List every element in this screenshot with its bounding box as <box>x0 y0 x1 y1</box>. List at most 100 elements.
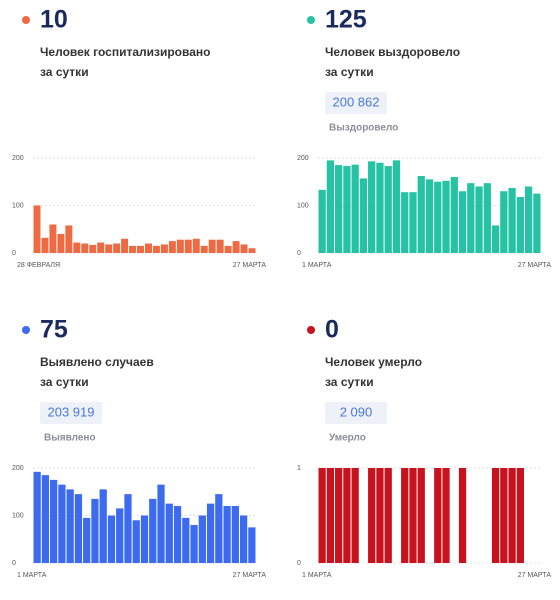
bar <box>176 239 184 253</box>
bar <box>41 237 49 253</box>
bar <box>57 234 65 253</box>
bar <box>491 468 500 563</box>
bar <box>359 178 368 253</box>
y-tick-label: 100 <box>297 202 309 209</box>
bar <box>99 489 107 563</box>
bar <box>107 515 116 563</box>
bar <box>335 165 343 253</box>
bar <box>215 494 223 563</box>
bar <box>140 515 149 563</box>
bar <box>508 187 516 253</box>
bar <box>116 508 124 563</box>
bar <box>216 239 224 253</box>
bar <box>450 177 458 253</box>
bar <box>343 166 351 253</box>
bar <box>168 241 176 253</box>
bar <box>33 471 41 563</box>
x-tick-label: 28 ФЕВРАЛЯ <box>17 262 60 269</box>
total-value: 2 090 <box>340 404 373 419</box>
bar <box>160 244 168 253</box>
x-tick-label: 27 МАРТА <box>233 262 267 269</box>
y-tick-label: 1 <box>297 465 301 472</box>
bar <box>409 192 417 253</box>
stat-label: за сутки <box>325 375 374 389</box>
bar <box>516 468 524 563</box>
bar <box>239 515 248 563</box>
bar <box>190 525 198 563</box>
bar <box>442 468 450 563</box>
stat-label: Человек выздоровело <box>325 45 460 59</box>
y-tick-label: 0 <box>12 250 16 257</box>
bar <box>182 517 190 563</box>
y-tick-label: 0 <box>297 560 301 567</box>
stat-label: Выявлено случаев <box>40 355 154 369</box>
bar <box>50 479 58 563</box>
bar <box>392 160 401 253</box>
bar <box>384 166 392 253</box>
bar <box>343 468 351 563</box>
bar <box>145 243 152 253</box>
bar <box>124 494 132 563</box>
bar <box>83 517 91 563</box>
bar <box>41 475 50 563</box>
total-box <box>325 92 387 114</box>
bar <box>91 498 99 563</box>
bar <box>483 183 491 253</box>
bar <box>335 468 343 563</box>
bar <box>401 192 409 253</box>
bar <box>500 468 508 563</box>
bar <box>533 193 541 253</box>
bar <box>132 520 140 563</box>
stat-value: 125 <box>325 6 367 34</box>
y-tick-label: 200 <box>12 155 24 162</box>
bar <box>74 494 83 563</box>
bar <box>516 196 524 253</box>
bar <box>458 468 467 563</box>
y-tick-label: 100 <box>12 512 24 519</box>
bar <box>318 468 326 563</box>
bar <box>524 186 533 253</box>
stat-label: Человек госпитализировано <box>40 45 210 59</box>
total-value: 200 862 <box>333 94 380 109</box>
bar <box>152 245 160 253</box>
x-tick-label: 1 МАРТА <box>17 572 47 579</box>
bar <box>442 180 450 253</box>
y-tick-label: 100 <box>12 202 24 209</box>
bar <box>491 225 500 253</box>
bar <box>149 498 157 563</box>
bar <box>467 183 475 253</box>
bar <box>326 468 335 563</box>
bar <box>224 245 232 253</box>
bar <box>113 243 121 253</box>
y-tick-label: 200 <box>12 465 24 472</box>
total-label: Умерло <box>329 433 366 444</box>
bar <box>165 503 173 563</box>
stat-label: за сутки <box>40 375 89 389</box>
bar <box>89 244 97 253</box>
bar <box>137 245 144 253</box>
indicator-dot <box>307 326 315 334</box>
x-tick-label: 1 МАРТА <box>302 262 332 269</box>
stat-value: 10 <box>40 6 68 34</box>
bar <box>368 161 376 253</box>
x-tick-label: 27 МАРТА <box>518 262 552 269</box>
bar <box>326 160 335 253</box>
total-label: Выявлено <box>44 433 96 444</box>
stat-value: 0 <box>325 316 339 344</box>
stat-label: за сутки <box>40 65 89 79</box>
bar <box>232 241 240 253</box>
bar <box>434 181 442 253</box>
bar <box>65 225 73 253</box>
y-tick-label: 0 <box>297 250 301 257</box>
bar <box>200 245 208 253</box>
bar <box>33 205 41 253</box>
bar <box>192 238 200 253</box>
bar <box>376 162 384 253</box>
total-value: 203 919 <box>48 404 95 419</box>
bar <box>198 515 206 563</box>
bar <box>475 186 483 253</box>
bar <box>248 248 256 253</box>
indicator-dot <box>22 326 30 334</box>
bar <box>206 503 215 563</box>
stat-label: Человек умерло <box>325 355 422 369</box>
